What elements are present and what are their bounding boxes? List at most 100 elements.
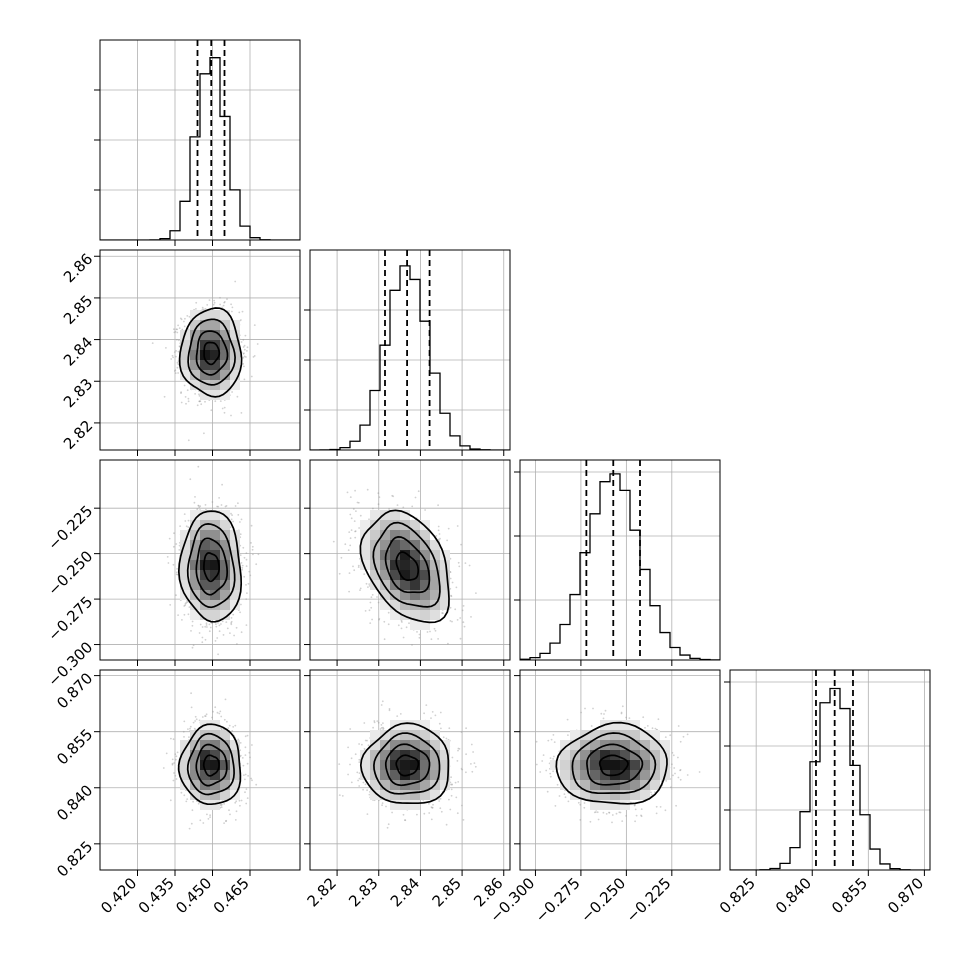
sample-point <box>377 492 380 494</box>
sample-point <box>176 573 179 576</box>
sample-point <box>223 301 226 304</box>
sample-point <box>456 619 459 621</box>
sample-point <box>181 328 184 331</box>
sample-point <box>368 583 371 585</box>
density-cell <box>190 610 200 620</box>
sample-point <box>442 612 444 615</box>
sample-point <box>166 556 169 558</box>
sample-point <box>241 567 244 569</box>
sample-point <box>435 535 438 537</box>
sample-point <box>229 813 231 816</box>
density-cell <box>190 600 200 610</box>
density-cell <box>230 330 240 340</box>
sample-point <box>218 624 221 627</box>
sample-point <box>183 384 186 387</box>
sample-point <box>179 317 182 320</box>
sample-point <box>369 622 372 624</box>
sample-point <box>344 543 347 546</box>
sample-point <box>447 642 449 645</box>
panel-frame <box>309 459 511 661</box>
sample-point <box>231 306 234 309</box>
panel-frame <box>99 459 301 661</box>
sample-point <box>245 558 248 561</box>
sample-point <box>248 570 251 573</box>
sample-point <box>187 439 190 442</box>
sample-point <box>255 563 258 566</box>
sample-point <box>365 582 368 585</box>
sample-point <box>401 621 403 623</box>
sample-point <box>225 621 228 623</box>
density-cell <box>210 360 220 370</box>
sample-point <box>221 407 224 410</box>
sample-point <box>475 592 477 594</box>
sample-point <box>418 636 421 639</box>
density-cell <box>380 540 390 550</box>
sample-point <box>411 644 413 646</box>
sample-point <box>245 598 248 600</box>
sample-point <box>348 590 350 593</box>
sample-point <box>225 505 228 507</box>
sample-point <box>205 622 208 625</box>
density-cell <box>390 570 400 580</box>
sample-point <box>173 532 175 535</box>
sample-point <box>251 545 254 548</box>
sample-point <box>221 306 224 309</box>
panel-frame <box>99 249 301 451</box>
density-cell <box>200 590 210 600</box>
sample-point <box>175 573 178 576</box>
density-cell <box>210 570 220 580</box>
density-cell <box>230 540 240 550</box>
density-cell <box>220 560 230 570</box>
density-cell <box>190 510 200 520</box>
sample-point <box>198 400 201 403</box>
sample-point <box>244 334 247 337</box>
sample-point <box>180 318 183 321</box>
contour-line <box>203 341 221 366</box>
sample-point <box>194 393 197 395</box>
sample-point <box>470 616 472 618</box>
density-cell <box>440 600 450 610</box>
density-cell <box>410 580 420 590</box>
density-cell <box>420 550 430 560</box>
sample-point <box>204 308 207 310</box>
density-cell <box>200 330 210 340</box>
density-cell <box>390 550 400 560</box>
sample-point <box>236 643 238 645</box>
density-cell <box>190 380 200 390</box>
sample-point <box>179 525 182 527</box>
contours <box>178 307 243 398</box>
sample-point <box>220 623 222 625</box>
density-cell <box>380 510 390 520</box>
sample-point <box>186 315 189 317</box>
sample-point <box>464 562 467 564</box>
sample-point <box>242 338 245 341</box>
density-cell <box>200 510 210 520</box>
sample-point <box>185 525 188 528</box>
sample-point <box>184 602 187 605</box>
contour-line <box>359 509 450 624</box>
sample-point <box>184 604 187 607</box>
density-cell <box>410 550 420 560</box>
sample-point <box>217 505 220 508</box>
density-cell <box>380 570 390 580</box>
sample-point <box>217 622 219 624</box>
density-cell <box>420 540 430 550</box>
sample-point <box>233 634 236 637</box>
density-cell <box>390 530 400 540</box>
sample-point <box>219 296 221 299</box>
density-cell <box>400 580 410 590</box>
sample-point <box>354 530 356 533</box>
density-cell <box>220 390 230 400</box>
sample-point <box>371 618 373 621</box>
sample-point <box>208 630 211 633</box>
sample-point <box>357 566 360 568</box>
density-cell <box>400 540 410 550</box>
density-cell <box>420 600 430 610</box>
sample-point <box>178 339 180 342</box>
sample-point <box>408 622 410 625</box>
sample-point <box>175 328 178 331</box>
sample-point <box>348 531 351 533</box>
sample-point <box>461 609 464 612</box>
sample-point <box>204 504 207 506</box>
